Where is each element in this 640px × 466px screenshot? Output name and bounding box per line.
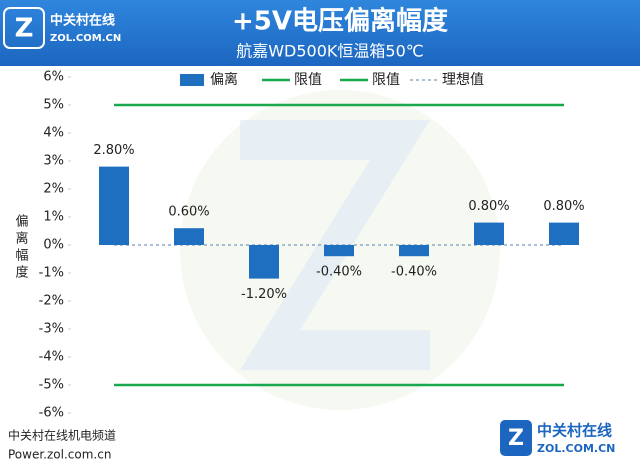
bar (474, 222, 504, 245)
logo-z: Z (15, 14, 34, 44)
legend-label: 限值 (294, 72, 322, 88)
logo-name: 中关村在线 (50, 13, 115, 29)
y-tick-label: -1% (39, 266, 64, 281)
data-label: -1.20% (241, 287, 287, 302)
bar (174, 228, 204, 245)
bar (99, 166, 129, 245)
footer-site: Power.zol.com.cn (8, 448, 111, 462)
chart-title: +5V电压偏离幅度 (232, 6, 448, 37)
y-tick-label: 1% (43, 210, 64, 225)
data-label: 0.60% (168, 205, 209, 220)
bar (549, 222, 579, 245)
logo-icon (3, 7, 45, 49)
data-label: -0.40% (391, 265, 437, 280)
chart-subtitle: 航嘉WD500K恒温箱50℃ (236, 42, 424, 61)
logo-name: 中关村在线 (537, 422, 612, 440)
footer-channel: 中关村在线机电频道 (8, 428, 116, 443)
y-tick-label: -6% (39, 406, 64, 421)
bar (399, 245, 429, 257)
y-tick-label: 5% (43, 98, 64, 113)
logo-domain: ZOL.COM.CN (537, 442, 615, 455)
y-tick-label: 4% (43, 126, 64, 141)
logo-icon (500, 420, 532, 456)
y-tick-label: -4% (39, 350, 64, 365)
y-tick-label: 2% (43, 182, 64, 197)
y-tick-label: -3% (39, 322, 64, 337)
legend-label: 限值 (372, 72, 400, 88)
legend-label: 偏离 (210, 71, 238, 88)
legend-label: 理想值 (442, 72, 484, 88)
data-label: 0.80% (468, 199, 509, 214)
y-tick-label: -5% (39, 378, 64, 393)
legend-swatch (180, 74, 204, 86)
header-band (0, 0, 640, 66)
bar (324, 245, 354, 257)
y-tick-label: 3% (43, 154, 64, 169)
y-axis-label: 偏离幅度 (13, 214, 29, 282)
data-label: 2.80% (93, 143, 134, 158)
y-tick-label: 0% (43, 238, 64, 253)
y-tick-label: 6% (43, 70, 64, 85)
y-tick-label: -2% (39, 294, 64, 309)
logo-z: Z (508, 426, 524, 451)
data-label: -0.40% (316, 265, 362, 280)
bar (249, 245, 279, 279)
data-label: 0.80% (543, 199, 584, 214)
logo-domain: ZOL.COM.CN (50, 33, 121, 44)
